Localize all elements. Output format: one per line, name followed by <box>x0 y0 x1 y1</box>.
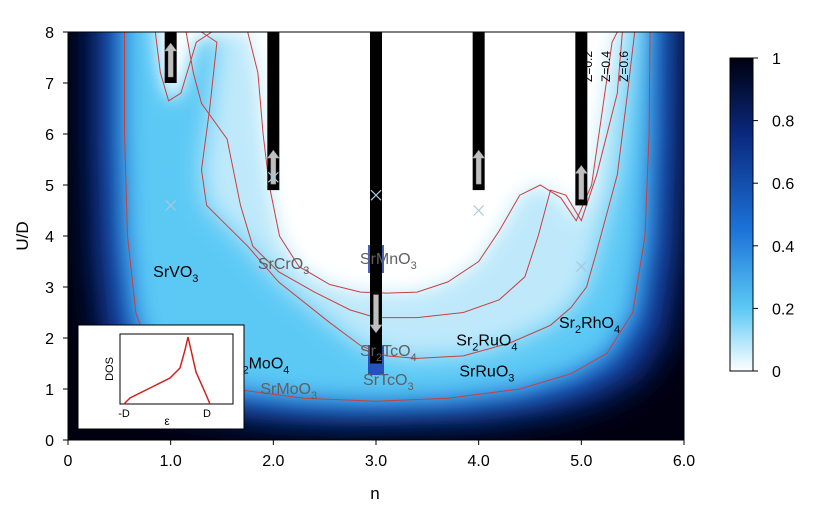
y-tick-label: 2 <box>45 331 54 348</box>
y-tick-label: 4 <box>45 229 54 246</box>
contour-line-3 <box>154 32 618 294</box>
bar-n-2 <box>267 32 280 191</box>
y-tick-label: 6 <box>45 127 54 144</box>
cross-marker-4 <box>473 205 485 216</box>
colorbar-tick-label: 0.6 <box>772 176 794 193</box>
y-axis-label: U/D <box>13 221 32 250</box>
x-axis-label: n <box>370 484 379 503</box>
material-label-10: Sr2RhO4 <box>559 315 620 336</box>
colorbar: 0 0.2 0.4 0.6 0.8 1 <box>729 51 794 381</box>
colorbar-tick-label: 0.2 <box>772 301 794 318</box>
inset-tick-d: D <box>203 408 211 420</box>
material-label-7: SrTcO3 <box>363 372 414 393</box>
x-tick-label: 0 <box>64 453 73 470</box>
colorbar-tick-label: 0.8 <box>772 114 794 131</box>
cross-marker-3 <box>370 189 382 201</box>
arrow-up-1 <box>164 42 178 78</box>
y-tick-label: 8 <box>45 25 54 42</box>
contour-line-1 <box>200 32 636 359</box>
material-label-8: Sr2RuO4 <box>456 333 517 354</box>
colorbar-gradient <box>729 57 754 372</box>
material-label-3: SrMnO3 <box>360 251 417 272</box>
inset-plot: DOS -D D ε <box>77 324 245 430</box>
arrow-up-4 <box>472 149 486 185</box>
material-label-2: SrCrO3 <box>258 256 309 277</box>
y-tick-label: 0 <box>45 433 54 450</box>
cross-marker-5 <box>575 261 587 273</box>
arrow-up-5 <box>574 164 588 200</box>
bar-n-5 <box>575 32 588 206</box>
inset-dos-curve <box>123 336 211 405</box>
bar-n-4 <box>472 32 485 191</box>
y-tick-label: 5 <box>45 178 54 195</box>
bar-n-3 <box>370 32 382 364</box>
x-tick-label: 6.0 <box>673 453 695 470</box>
cross-marker-2 <box>267 171 279 183</box>
z-contour-label-2: Z=0.4 <box>599 51 613 82</box>
inset-x-label: ε <box>164 414 170 428</box>
y-tick-label: 7 <box>45 76 54 93</box>
material-label-1: SrVO3 <box>153 264 198 285</box>
material-label-6: Sr2TcO4 <box>360 343 417 364</box>
colorbar-tick-label: 0 <box>772 364 781 381</box>
y-tick-label: 1 <box>45 382 54 399</box>
x-tick-label: 1.0 <box>160 453 182 470</box>
contour-line-2 <box>185 32 623 319</box>
inset-axes <box>119 333 234 405</box>
colorbar-tick-label: 0.4 <box>772 239 794 256</box>
contour-line-outer <box>124 32 651 402</box>
z-contour-label-1: Z=0.2 <box>581 51 595 82</box>
cross-marker-1 <box>165 199 177 211</box>
colorbar-tick-label: 1 <box>772 51 781 68</box>
y-tick-label: 3 <box>45 280 54 297</box>
inset-tick-minus-d: -D <box>118 408 130 420</box>
arrow-down-3 <box>369 294 383 334</box>
z-contour-label-3: Z=0.6 <box>617 51 631 82</box>
x-tick-label: 5.0 <box>570 453 592 470</box>
inset-y-label: DOS <box>104 357 116 381</box>
material-label-5: SrMoO3 <box>260 381 317 402</box>
inset-frame <box>77 324 245 430</box>
x-tick-label: 3.0 <box>365 453 387 470</box>
material-label-9: SrRuO3 <box>459 363 514 384</box>
x-tick-label: 4.0 <box>468 453 490 470</box>
x-tick-label: 2.0 <box>262 453 284 470</box>
